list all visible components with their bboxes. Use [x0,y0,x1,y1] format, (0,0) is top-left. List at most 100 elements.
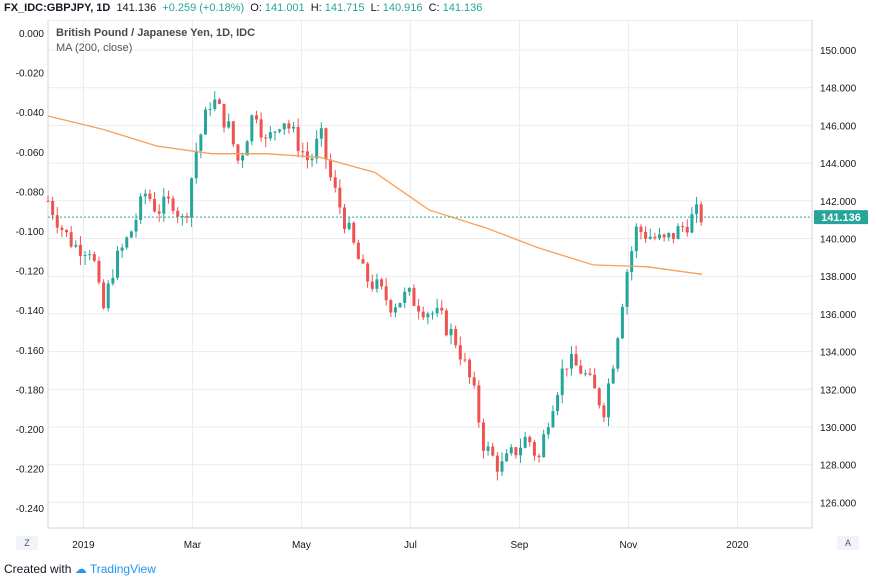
candle-body [139,196,143,220]
candle-body [250,115,254,142]
candle-body [440,307,444,311]
grid [48,20,812,528]
candle-body [380,279,384,287]
candle-body [565,368,569,370]
candle-body [329,159,333,178]
candle-body [690,214,694,233]
candle-body [389,300,393,313]
candle-body [611,368,615,384]
candle-body [398,302,402,308]
left-axis-tick: -0.080 [16,187,45,198]
low-value: 140.916 [382,2,423,14]
candle-body [88,254,92,256]
candle-body [190,178,194,218]
candle-body [333,177,337,188]
time-axis[interactable]: 2019 Mar May Jul Sep Nov 2020 [72,540,749,551]
left-axis-tick: -0.040 [16,108,45,119]
candle-body [384,286,388,301]
left-axis-tick: 0.000 [19,29,44,40]
candle-body [430,313,434,315]
candle-body [55,215,59,228]
candle-body [162,196,166,214]
candle-body [667,232,671,238]
candle-body [509,447,513,454]
candle-body [676,226,680,240]
tradingview-link[interactable]: TradingView [89,562,156,576]
candle-body [264,137,268,139]
left-axis-tick: -0.140 [16,306,45,317]
candle-body [166,196,170,199]
candle-body [444,310,448,336]
legend-indicator[interactable]: MA (200, close) [56,42,133,54]
last-price-badge: 141.136 [814,210,868,225]
right-axis-tick: 126.000 [820,498,857,509]
price-chart[interactable]: 0.000 -0.020 -0.040 -0.060 -0.080 -0.100 -0.12… [0,20,876,554]
candle-body [556,395,560,412]
right-axis-tick: 140.000 [820,235,857,246]
candle-body [115,250,119,278]
right-axis[interactable]: 150.000 148.000 146.000 144.000 142.000 140.0… [820,46,857,509]
right-axis-tick: 150.000 [820,46,857,57]
candle-body [644,232,648,239]
candle-body [412,288,416,306]
candle-body [616,338,620,369]
candle-body [435,307,439,314]
candle-body [51,200,55,216]
symbol-header: FX_IDC:GBPJPY, 1D 141.136 +0.259 (+0.18%… [4,2,485,18]
candle-body [78,244,82,256]
candle-body [505,453,509,462]
candle-body [602,405,606,418]
candle-body [74,244,78,247]
candle-body [324,128,328,160]
candle-body [481,422,485,451]
candle-body [65,229,69,233]
candle-body [463,359,467,361]
candle-body [180,216,184,218]
high-label: H: [310,2,322,14]
candle-body [630,251,634,273]
legend-title: British Pound / Japanese Yen, 1D, IDC [56,27,256,39]
candle-body [569,354,573,369]
candle-body [148,193,152,199]
candle-body [171,198,175,211]
candle-body [352,222,356,243]
left-axis-tick: -0.240 [16,504,45,515]
candle-body [477,385,481,423]
close-value: 141.136 [442,2,483,14]
candle-body [92,254,96,261]
candle-body [176,210,180,217]
candle-body [574,354,578,366]
candle-body [259,119,263,138]
chart-legend: British Pound / Japanese Yen, 1D, IDC MA… [56,26,255,56]
right-axis-tick: 136.000 [820,310,857,321]
candle-body [597,388,601,406]
candle-body [69,232,73,247]
left-axis-tick: -0.200 [16,425,45,436]
candle-body [319,128,323,139]
candle-body [199,134,203,151]
open-value: 141.001 [264,2,305,14]
candle-body [46,200,50,202]
zoom-button[interactable]: Z [16,536,38,550]
time-axis-tick: May [292,540,311,551]
candle-body [468,359,472,378]
symbol-label[interactable]: FX_IDC:GBPJPY, 1D [4,2,111,14]
candle-body [217,99,221,104]
candle-body [222,103,226,128]
ma-200-line [47,115,703,275]
candle-body [472,377,476,386]
right-axis-tick: 134.000 [820,348,857,359]
left-axis-tick: -0.100 [16,227,45,238]
candle-body [102,282,106,309]
left-axis: 0.000 -0.020 -0.040 -0.060 -0.080 -0.100 -0.12… [16,29,45,515]
candle-body [129,231,133,238]
candle-body [495,455,499,472]
left-axis-tick: -0.120 [16,267,45,278]
candle-body [519,447,523,456]
candle-body [681,226,685,228]
candle-body [356,242,360,260]
candle-body [523,436,527,448]
right-axis-tick: 128.000 [820,461,857,472]
candle-body [227,121,231,128]
auto-scale-button[interactable]: A [837,536,859,550]
